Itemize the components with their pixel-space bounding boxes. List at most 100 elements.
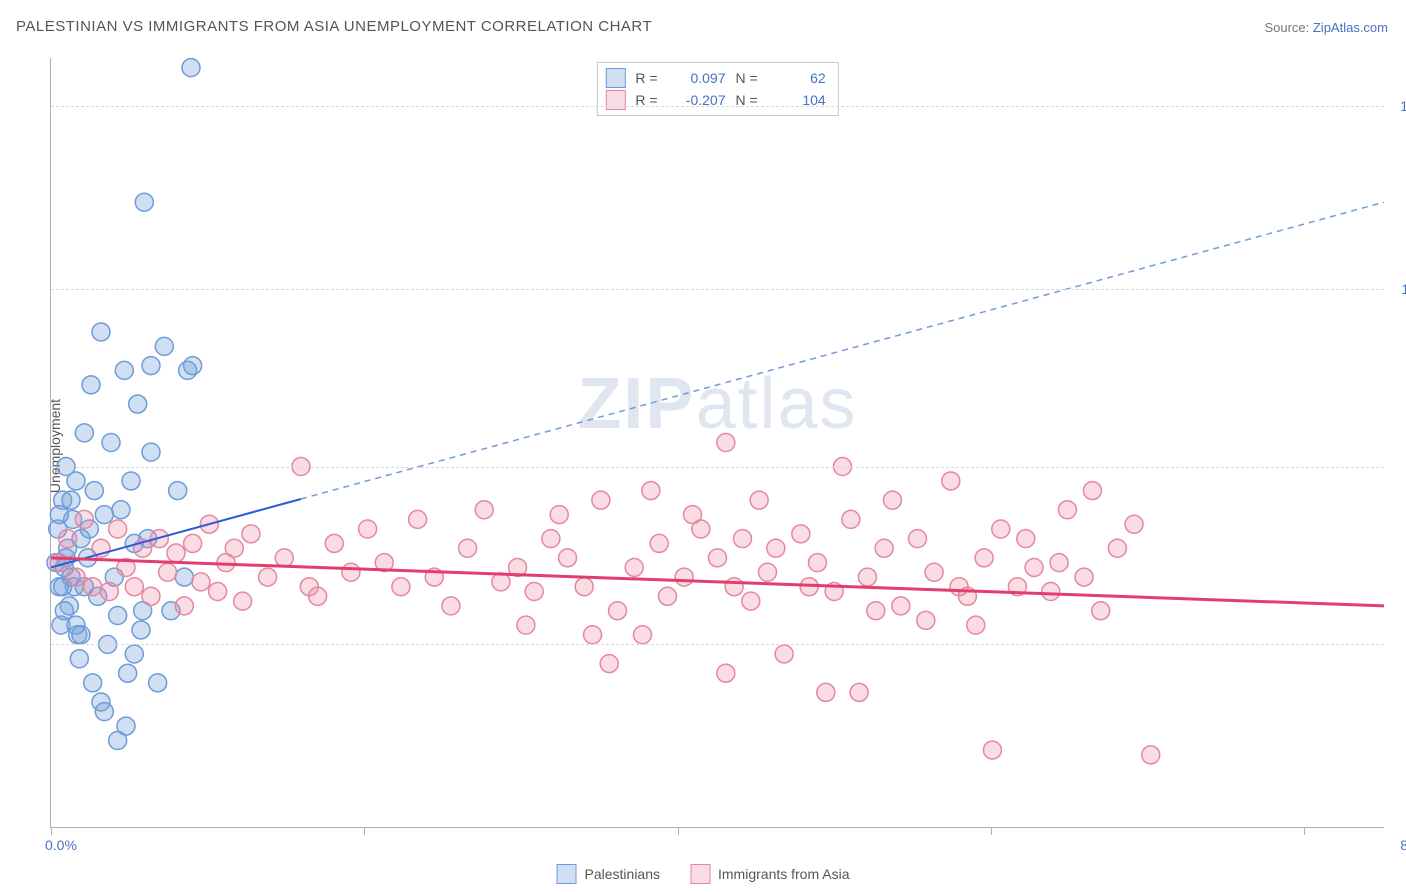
data-point: [642, 482, 660, 500]
data-point: [850, 683, 868, 701]
data-point: [950, 578, 968, 596]
data-point: [875, 539, 893, 557]
data-point: [1092, 602, 1110, 620]
data-point: [892, 597, 910, 615]
correlation-legend: R = 0.097 N = 62 R = -0.207 N = 104: [596, 62, 838, 116]
data-point: [917, 611, 935, 629]
data-point: [600, 655, 618, 673]
legend-swatch-blue: [605, 68, 625, 88]
data-point: [717, 434, 735, 452]
data-point: [1142, 746, 1160, 764]
data-point: [75, 424, 93, 442]
data-point: [842, 510, 860, 528]
grid-line: [51, 106, 1384, 107]
data-point: [1108, 539, 1126, 557]
data-point: [634, 626, 652, 644]
regression-line-dashed: [301, 202, 1384, 499]
data-point: [169, 482, 187, 500]
data-point: [1058, 501, 1076, 519]
data-point: [117, 717, 135, 735]
data-point: [167, 544, 185, 562]
data-point: [992, 520, 1010, 538]
data-point: [967, 616, 985, 634]
data-point: [102, 434, 120, 452]
data-point: [155, 337, 173, 355]
data-point: [125, 645, 143, 663]
data-point: [242, 525, 260, 543]
data-point: [82, 376, 100, 394]
chart-container: PALESTINIAN VS IMMIGRANTS FROM ASIA UNEM…: [0, 0, 1406, 892]
data-point: [925, 563, 943, 581]
data-point: [109, 520, 127, 538]
data-point: [675, 568, 693, 586]
data-point: [559, 549, 577, 567]
data-point: [112, 501, 130, 519]
data-point: [550, 506, 568, 524]
data-point: [275, 549, 293, 567]
source-link[interactable]: ZipAtlas.com: [1313, 20, 1388, 35]
data-point: [84, 578, 102, 596]
data-point: [409, 510, 427, 528]
data-point: [100, 582, 118, 600]
legend-row: R = 0.097 N = 62: [605, 67, 825, 89]
data-point: [742, 592, 760, 610]
grid-line: [51, 644, 1384, 645]
data-point: [1017, 530, 1035, 548]
data-point: [775, 645, 793, 663]
data-point: [342, 563, 360, 581]
data-point: [182, 59, 200, 77]
data-point: [975, 549, 993, 567]
y-tick-label: 11.2%: [1388, 281, 1406, 297]
series-legend: Palestinians Immigrants from Asia: [557, 864, 850, 884]
legend-r-label: R =: [635, 67, 657, 89]
data-point: [95, 506, 113, 524]
legend-n-label: N =: [736, 67, 758, 89]
data-point: [1083, 482, 1101, 500]
data-point: [817, 683, 835, 701]
data-point: [858, 568, 876, 586]
data-point: [733, 530, 751, 548]
data-point: [175, 568, 193, 586]
data-point: [725, 578, 743, 596]
data-point: [767, 539, 785, 557]
data-point: [95, 703, 113, 721]
x-tick: [678, 827, 679, 835]
x-min-label: 0.0%: [45, 837, 77, 853]
data-point: [175, 597, 193, 615]
data-point: [1042, 582, 1060, 600]
data-point: [542, 530, 560, 548]
data-point: [72, 626, 90, 644]
y-tick-label: 3.8%: [1388, 636, 1406, 652]
data-point: [142, 443, 160, 461]
data-point: [758, 563, 776, 581]
data-point: [122, 472, 140, 490]
data-point: [55, 602, 73, 620]
data-point: [142, 587, 160, 605]
data-point: [75, 510, 93, 528]
legend-n-value: 62: [768, 67, 826, 89]
legend-r-value: 0.097: [668, 67, 726, 89]
data-point: [225, 539, 243, 557]
data-point: [192, 573, 210, 591]
data-point: [808, 554, 826, 572]
data-point: [1075, 568, 1093, 586]
data-point: [85, 482, 103, 500]
data-point: [575, 578, 593, 596]
legend-n-value: 104: [768, 89, 826, 111]
data-point: [129, 395, 147, 413]
data-point: [109, 607, 127, 625]
data-point: [1125, 515, 1143, 533]
data-point: [359, 520, 377, 538]
data-point: [392, 578, 410, 596]
grid-line: [51, 467, 1384, 468]
x-tick: [1304, 827, 1305, 835]
y-tick-label: 7.5%: [1388, 459, 1406, 475]
data-point: [149, 674, 167, 692]
data-point: [584, 626, 602, 644]
data-point: [325, 534, 343, 552]
data-point: [67, 568, 85, 586]
data-point: [609, 602, 627, 620]
data-point: [709, 549, 727, 567]
data-point: [459, 539, 477, 557]
legend-row: R = -0.207 N = 104: [605, 89, 825, 111]
